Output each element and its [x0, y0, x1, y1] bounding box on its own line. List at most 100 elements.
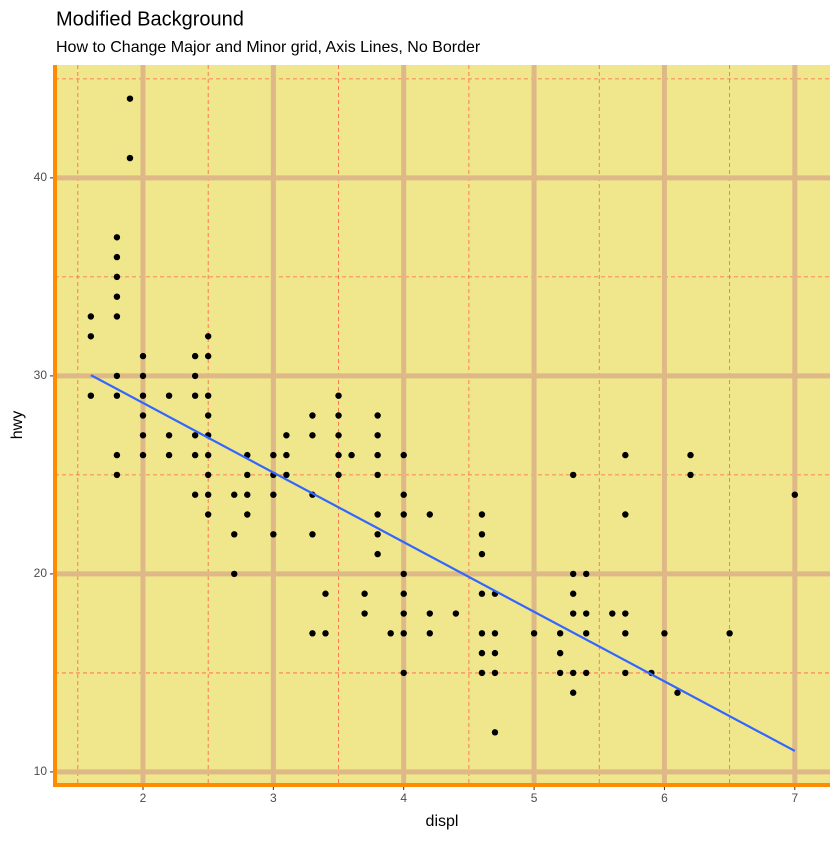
- panel: [55, 65, 830, 785]
- point: [204, 352, 212, 360]
- point: [113, 234, 121, 241]
- point: [478, 669, 486, 677]
- point: [400, 511, 407, 518]
- point: [335, 412, 342, 419]
- point: [426, 630, 433, 637]
- point: [726, 630, 733, 637]
- point: [270, 531, 277, 538]
- x-tick-label: 4: [400, 791, 407, 805]
- y-tick-label: 10: [34, 764, 48, 778]
- y-tick-label: 20: [34, 566, 48, 580]
- point: [113, 293, 121, 300]
- point: [569, 669, 577, 677]
- point: [335, 451, 342, 459]
- point: [583, 610, 590, 617]
- x-tick-label: 2: [140, 791, 147, 805]
- point: [452, 610, 460, 617]
- point: [165, 432, 173, 439]
- point: [231, 570, 238, 578]
- point: [165, 451, 173, 459]
- point: [400, 570, 407, 578]
- x-tick-label: 3: [270, 791, 277, 805]
- point: [530, 630, 538, 637]
- point: [687, 471, 694, 479]
- point: [204, 471, 212, 479]
- point: [569, 471, 577, 479]
- point: [583, 570, 590, 578]
- point: [400, 590, 407, 597]
- point: [113, 253, 121, 261]
- point: [622, 610, 629, 617]
- y-tick-label: 40: [34, 170, 48, 184]
- point: [139, 451, 147, 459]
- point: [204, 451, 212, 459]
- point: [322, 630, 329, 637]
- point: [231, 531, 238, 538]
- point: [139, 412, 147, 419]
- point: [622, 630, 629, 637]
- point: [556, 630, 564, 637]
- point: [244, 491, 251, 498]
- point: [622, 511, 629, 518]
- point: [113, 313, 121, 320]
- point: [244, 511, 251, 518]
- point: [87, 333, 95, 340]
- point: [374, 550, 381, 558]
- point: [113, 372, 121, 380]
- point: [622, 669, 629, 677]
- point: [569, 610, 577, 617]
- point: [400, 491, 407, 498]
- chart-title: Modified Background: [56, 8, 244, 30]
- point: [387, 630, 394, 637]
- point: [244, 471, 251, 479]
- point: [556, 669, 564, 677]
- point: [191, 372, 199, 380]
- point: [204, 491, 212, 498]
- point: [191, 392, 199, 399]
- point: [335, 432, 342, 439]
- point: [139, 392, 147, 399]
- point: [674, 689, 681, 696]
- point: [491, 630, 499, 637]
- x-tick-label: 5: [531, 791, 538, 805]
- point: [491, 669, 499, 677]
- point: [583, 669, 590, 677]
- point: [361, 590, 368, 597]
- point: [270, 491, 277, 498]
- point: [283, 471, 290, 479]
- point: [204, 333, 212, 340]
- point: [478, 590, 486, 597]
- x-axis-label: displ: [426, 813, 459, 830]
- point: [400, 451, 407, 459]
- point: [478, 531, 486, 538]
- point: [374, 432, 381, 439]
- point: [139, 372, 147, 380]
- point: [361, 610, 368, 617]
- point: [335, 392, 342, 399]
- point: [478, 649, 486, 657]
- y-tick-label: 30: [34, 368, 48, 382]
- point: [335, 471, 342, 479]
- point: [283, 451, 290, 459]
- y-axis-label: hwy: [9, 411, 26, 439]
- point: [283, 432, 290, 439]
- point: [191, 451, 199, 459]
- point: [374, 412, 381, 419]
- point: [204, 392, 212, 399]
- x-tick-label: 7: [791, 791, 798, 805]
- point: [569, 570, 577, 578]
- point: [478, 630, 486, 637]
- point: [87, 313, 95, 320]
- point: [113, 273, 121, 281]
- point: [400, 630, 407, 637]
- point: [309, 531, 316, 538]
- point: [309, 630, 316, 637]
- point: [309, 432, 316, 439]
- point: [374, 471, 381, 479]
- point: [426, 511, 433, 518]
- point: [204, 412, 212, 419]
- point: [791, 491, 799, 498]
- point: [400, 669, 407, 677]
- point: [661, 630, 668, 637]
- point: [191, 432, 199, 439]
